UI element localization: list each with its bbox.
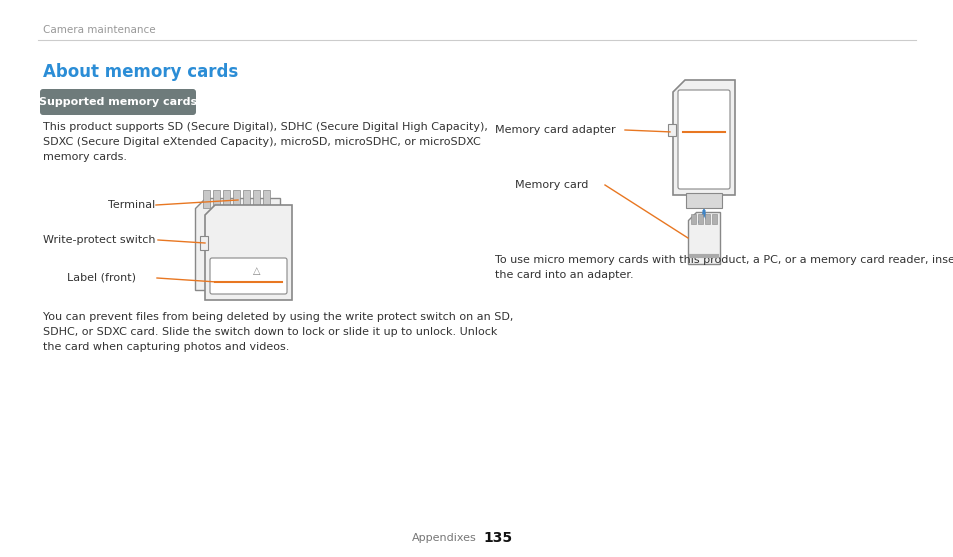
Text: 135: 135 bbox=[482, 531, 512, 545]
Bar bbox=[233, 190, 240, 208]
FancyBboxPatch shape bbox=[210, 258, 287, 294]
Text: Label (front): Label (front) bbox=[67, 273, 136, 283]
Bar bbox=[243, 190, 250, 208]
Text: △: △ bbox=[253, 266, 260, 276]
Polygon shape bbox=[194, 198, 280, 290]
Bar bbox=[667, 124, 676, 136]
Text: Terminal: Terminal bbox=[108, 200, 155, 210]
Text: This product supports SD (Secure Digital), SDHC (Secure Digital High Capacity),
: This product supports SD (Secure Digital… bbox=[43, 122, 487, 162]
Bar bbox=[698, 214, 702, 224]
Text: You can prevent files from being deleted by using the write protect switch on an: You can prevent files from being deleted… bbox=[43, 312, 513, 351]
Bar bbox=[704, 214, 709, 224]
FancyBboxPatch shape bbox=[678, 90, 729, 189]
Text: Supported memory cards: Supported memory cards bbox=[39, 97, 197, 107]
Text: To use micro memory cards with this product, a PC, or a memory card reader, inse: To use micro memory cards with this prod… bbox=[495, 255, 953, 280]
Text: About memory cards: About memory cards bbox=[43, 63, 238, 81]
Bar bbox=[711, 214, 717, 224]
FancyBboxPatch shape bbox=[40, 89, 195, 115]
Text: Write-protect switch: Write-protect switch bbox=[43, 235, 155, 245]
Bar bbox=[213, 190, 220, 208]
Text: Camera maintenance: Camera maintenance bbox=[43, 25, 155, 35]
Polygon shape bbox=[687, 212, 720, 264]
Bar bbox=[690, 214, 696, 224]
Bar bbox=[253, 190, 260, 208]
Text: Memory card adapter: Memory card adapter bbox=[495, 125, 615, 135]
Bar bbox=[203, 190, 210, 208]
Text: Memory card: Memory card bbox=[515, 180, 588, 190]
Bar bbox=[223, 190, 230, 208]
Bar bbox=[263, 190, 270, 208]
Text: Appendixes: Appendixes bbox=[412, 533, 476, 543]
Bar bbox=[685, 193, 721, 208]
Bar bbox=[200, 236, 208, 250]
Polygon shape bbox=[672, 80, 734, 195]
Polygon shape bbox=[205, 205, 292, 300]
